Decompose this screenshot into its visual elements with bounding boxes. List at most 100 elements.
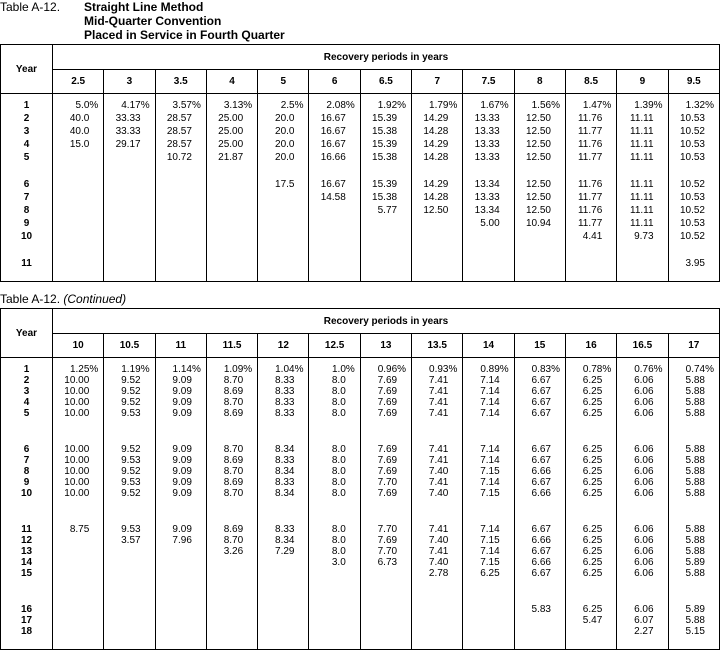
- value-cell: [411, 626, 463, 650]
- value-cell: 29.17: [103, 138, 156, 151]
- value-cell: [51, 151, 104, 164]
- value-cell: 28.57: [154, 125, 207, 138]
- value-cell: 10.53: [667, 138, 720, 151]
- value: 7.41: [428, 455, 449, 466]
- value-cell: 6.06: [616, 568, 669, 579]
- value-cell: [51, 557, 104, 568]
- value: 9.09: [172, 386, 192, 397]
- value: 8.0: [331, 375, 346, 386]
- value-cell: [411, 230, 463, 243]
- value-cell: [51, 204, 104, 217]
- value-cell: 11.76: [564, 164, 617, 191]
- value-cell: [616, 243, 669, 282]
- value: 8.69: [223, 455, 244, 466]
- value-cell: [154, 230, 207, 243]
- value-cell: 6.25: [564, 408, 617, 419]
- value-cell: [51, 164, 104, 191]
- column-header: 7: [411, 69, 463, 94]
- value-cell: 9.09: [154, 466, 207, 477]
- value: 9.52: [121, 375, 141, 386]
- value-cell: [462, 243, 515, 282]
- value-cell: 9.09: [154, 408, 207, 419]
- value-cell: 28.57: [154, 138, 207, 151]
- value-cell: 10.52: [667, 230, 720, 243]
- value-cell: 25.00: [205, 112, 258, 125]
- value-cell: 1.09%: [205, 357, 258, 375]
- value-cell: [103, 230, 156, 243]
- value-cell: 1.19%: [103, 357, 156, 375]
- value-cell: 15.38: [359, 151, 412, 164]
- value: 16.67: [320, 139, 346, 150]
- data-row: 14 3.0 6.73 7.40 7.15 6.66 6.25 6.06 5.89: [0, 557, 720, 568]
- value-cell: 6.25: [564, 535, 617, 546]
- value-cell: 7.69: [359, 455, 412, 466]
- data-row: 3 40.0 33.33 28.57 25.00 20.0 16.67 15.38 14.28 1…: [0, 125, 720, 138]
- value-cell: 9.09: [154, 397, 207, 408]
- value: 15.38: [372, 152, 398, 163]
- value: 3.13%: [223, 100, 253, 111]
- value-cell: 4.41: [564, 230, 617, 243]
- value: 12.50: [525, 139, 551, 150]
- value: 6.67: [531, 386, 551, 397]
- value-cell: 7.14: [462, 419, 515, 455]
- value: 3.57: [121, 535, 141, 546]
- value-cell: 8.0: [308, 535, 361, 546]
- value: 6.66: [531, 535, 551, 546]
- value: 9.53: [121, 455, 141, 466]
- value: 0.78%: [582, 364, 612, 375]
- value-cell: 14.29: [411, 138, 463, 151]
- column-header: 14: [462, 333, 515, 358]
- value-cell: [359, 626, 412, 650]
- value-cell: 7.41: [411, 397, 463, 408]
- value-cell: [257, 568, 309, 579]
- value: 6.06: [634, 444, 654, 455]
- value: 8.33: [275, 524, 295, 535]
- value: 12.50: [525, 179, 551, 190]
- value: 9.09: [172, 488, 192, 499]
- value: 6.25: [582, 466, 603, 477]
- value-cell: 7.41: [411, 477, 463, 488]
- value: 10.52: [679, 231, 705, 242]
- value-cell: 6.67: [513, 546, 566, 557]
- value: 8.0: [331, 397, 346, 408]
- year-cell: 1: [0, 357, 53, 375]
- value-cell: [308, 243, 361, 282]
- value: 6.66: [531, 466, 551, 477]
- value: 1.04%: [275, 364, 304, 375]
- value-cell: [513, 626, 566, 650]
- value: 7.41: [428, 546, 449, 557]
- value-cell: 3.57: [103, 535, 156, 546]
- data-row: 8 5.77 12.50 13.34 12.50 11.76 11.11 10.52: [0, 204, 720, 217]
- value-cell: 11.11: [616, 112, 669, 125]
- value-cell: [257, 230, 309, 243]
- value-cell: 8.33: [257, 408, 309, 419]
- value: 6.07: [634, 615, 654, 626]
- value-cell: 7.41: [411, 419, 463, 455]
- value: 13.33: [474, 152, 500, 163]
- value: 5.00: [480, 218, 500, 229]
- value-cell: 5.83: [513, 579, 566, 615]
- value-cell: [103, 546, 156, 557]
- value-cell: 8.33: [257, 499, 309, 535]
- value-cell: 11.11: [616, 191, 669, 204]
- value-cell: 8.0: [308, 455, 361, 466]
- value-cell: [103, 626, 156, 650]
- column-header: 11: [154, 333, 207, 358]
- value: 10.00: [64, 375, 90, 386]
- value-cell: [513, 230, 566, 243]
- value: 6.67: [531, 397, 551, 408]
- year-cell: 6: [0, 164, 53, 191]
- value: 7.14: [480, 375, 500, 386]
- value-cell: 8.0: [308, 419, 361, 455]
- value: 9.52: [121, 397, 141, 408]
- value-cell: 20.0: [257, 125, 309, 138]
- value-cell: 6.06: [616, 477, 669, 488]
- year-cell: 18: [0, 626, 53, 650]
- value: 15.39: [372, 139, 398, 150]
- value-cell: 7.70: [359, 546, 412, 557]
- value: 6.25: [582, 444, 603, 455]
- value: 9.09: [172, 466, 192, 477]
- value: 7.14: [480, 444, 500, 455]
- value: 6.06: [634, 455, 654, 466]
- value: 15.39: [372, 113, 398, 124]
